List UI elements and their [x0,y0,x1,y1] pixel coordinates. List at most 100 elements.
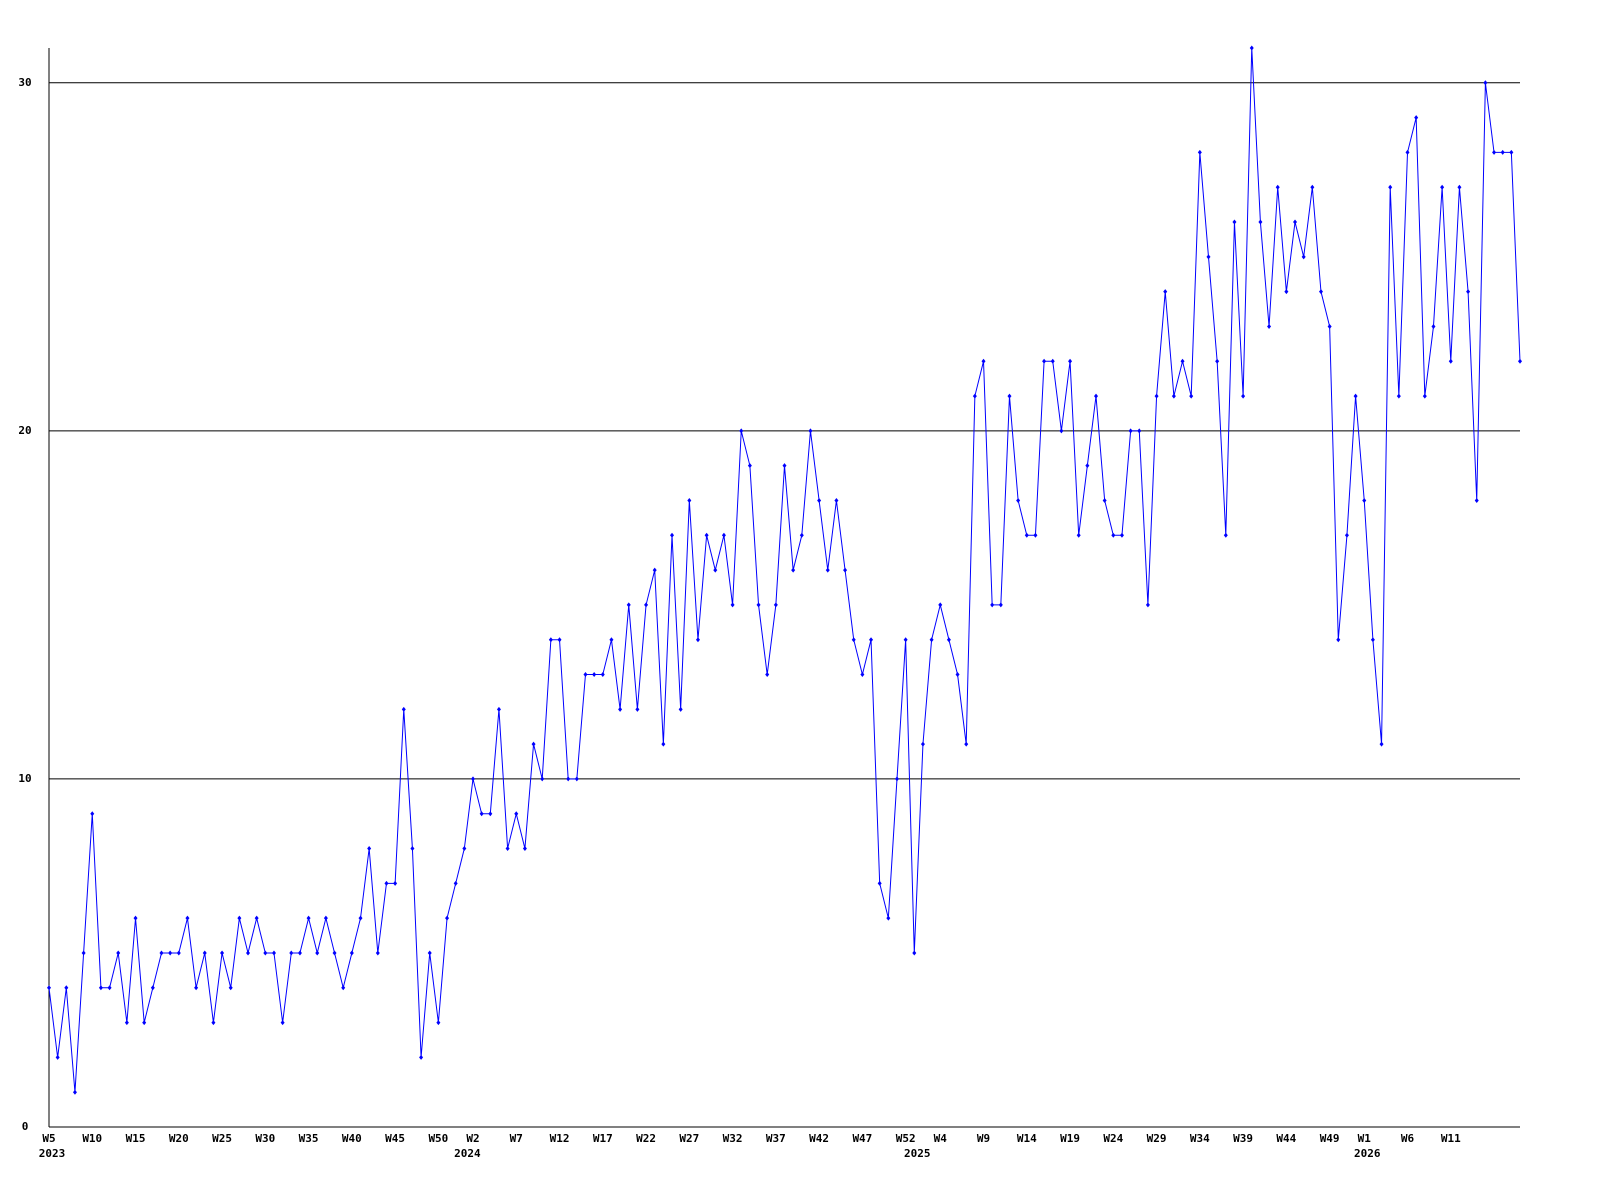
data-point [1457,184,1462,190]
x-tick-label: W39 [1233,1132,1253,1145]
data-point [644,602,649,608]
data-point [1284,289,1289,295]
data-point [756,602,761,608]
data-point [315,950,320,956]
x-tick-label: W52 [896,1132,916,1145]
data-point [220,950,225,956]
x-tick-label: W47 [852,1132,872,1145]
data-point [1396,393,1401,399]
data-point [964,741,969,747]
x-tick-label: W42 [809,1132,829,1145]
data-point [176,950,181,956]
y-tick-label: 30 [18,76,31,89]
data-point [1111,532,1116,538]
data-point [427,950,432,956]
data-point [730,602,735,608]
data-point [332,950,337,956]
data-point [159,950,164,956]
data-point [194,985,199,991]
data-point [886,915,891,921]
data-point [1492,149,1497,155]
data-point [721,532,726,538]
data-point [349,950,354,956]
data-point [393,880,398,886]
data-point [652,567,657,573]
x-tick-label: W2 [466,1132,479,1145]
x-tick-label: W9 [977,1132,990,1145]
data-point [367,846,372,852]
data-point [1007,393,1012,399]
data-point [306,915,311,921]
data-point [903,637,908,643]
data-point [254,915,259,921]
data-point [773,602,778,608]
data-point [488,811,493,817]
data-point [1466,289,1471,295]
data-point [1293,219,1298,225]
data-point [851,637,856,643]
data-point [81,950,86,956]
data-point [946,637,951,643]
data-point [1440,184,1445,190]
data-point [877,880,882,886]
data-point [998,602,1003,608]
x-tick-label: W4 [934,1132,948,1145]
data-point [765,672,770,678]
data-point [574,776,579,782]
data-point [1094,393,1099,399]
data-point [297,950,302,956]
data-point [1206,254,1211,260]
data-point [150,985,155,991]
data-point [280,1020,285,1026]
data-point [1474,497,1479,503]
data-point [168,950,173,956]
data-point [1275,184,1280,190]
data-point [1500,149,1505,155]
data-point [479,811,484,817]
data-point [358,915,363,921]
data-point [1180,358,1185,364]
x-tick-label: W29 [1147,1132,1167,1145]
data-point [592,672,597,678]
data-point [514,811,519,817]
data-point [791,567,796,573]
data-point [116,950,121,956]
data-point [695,637,700,643]
data-point [246,950,251,956]
x-tick-label: W1 [1358,1132,1372,1145]
data-point [1068,358,1073,364]
data-point [799,532,804,538]
data-point [1059,428,1064,434]
x-tick-label: W17 [593,1132,613,1145]
data-point [384,880,389,886]
data-point [64,985,69,991]
data-point [142,1020,147,1026]
x-tick-label: W34 [1190,1132,1210,1145]
data-point [1310,184,1315,190]
x-tick-label: W49 [1320,1132,1340,1145]
data-point [1232,219,1237,225]
x-tick-label: W15 [126,1132,146,1145]
data-point [687,497,692,503]
data-point [1327,323,1332,329]
data-point [808,428,813,434]
data-point [522,846,527,852]
data-point [496,706,501,712]
data-point [1163,289,1168,295]
data-point [1241,393,1246,399]
data-point [419,1054,424,1060]
data-point [540,776,545,782]
data-point [747,463,752,469]
data-point [1128,428,1133,434]
data-point [263,950,268,956]
data-point [1197,149,1202,155]
data-point [817,497,822,503]
data-point [929,637,934,643]
data-point [678,706,683,712]
data-point [1119,532,1124,538]
data-point [869,637,874,643]
x-tick-label: W30 [255,1132,275,1145]
data-point [185,915,190,921]
x-tick-label: W14 [1017,1132,1037,1145]
